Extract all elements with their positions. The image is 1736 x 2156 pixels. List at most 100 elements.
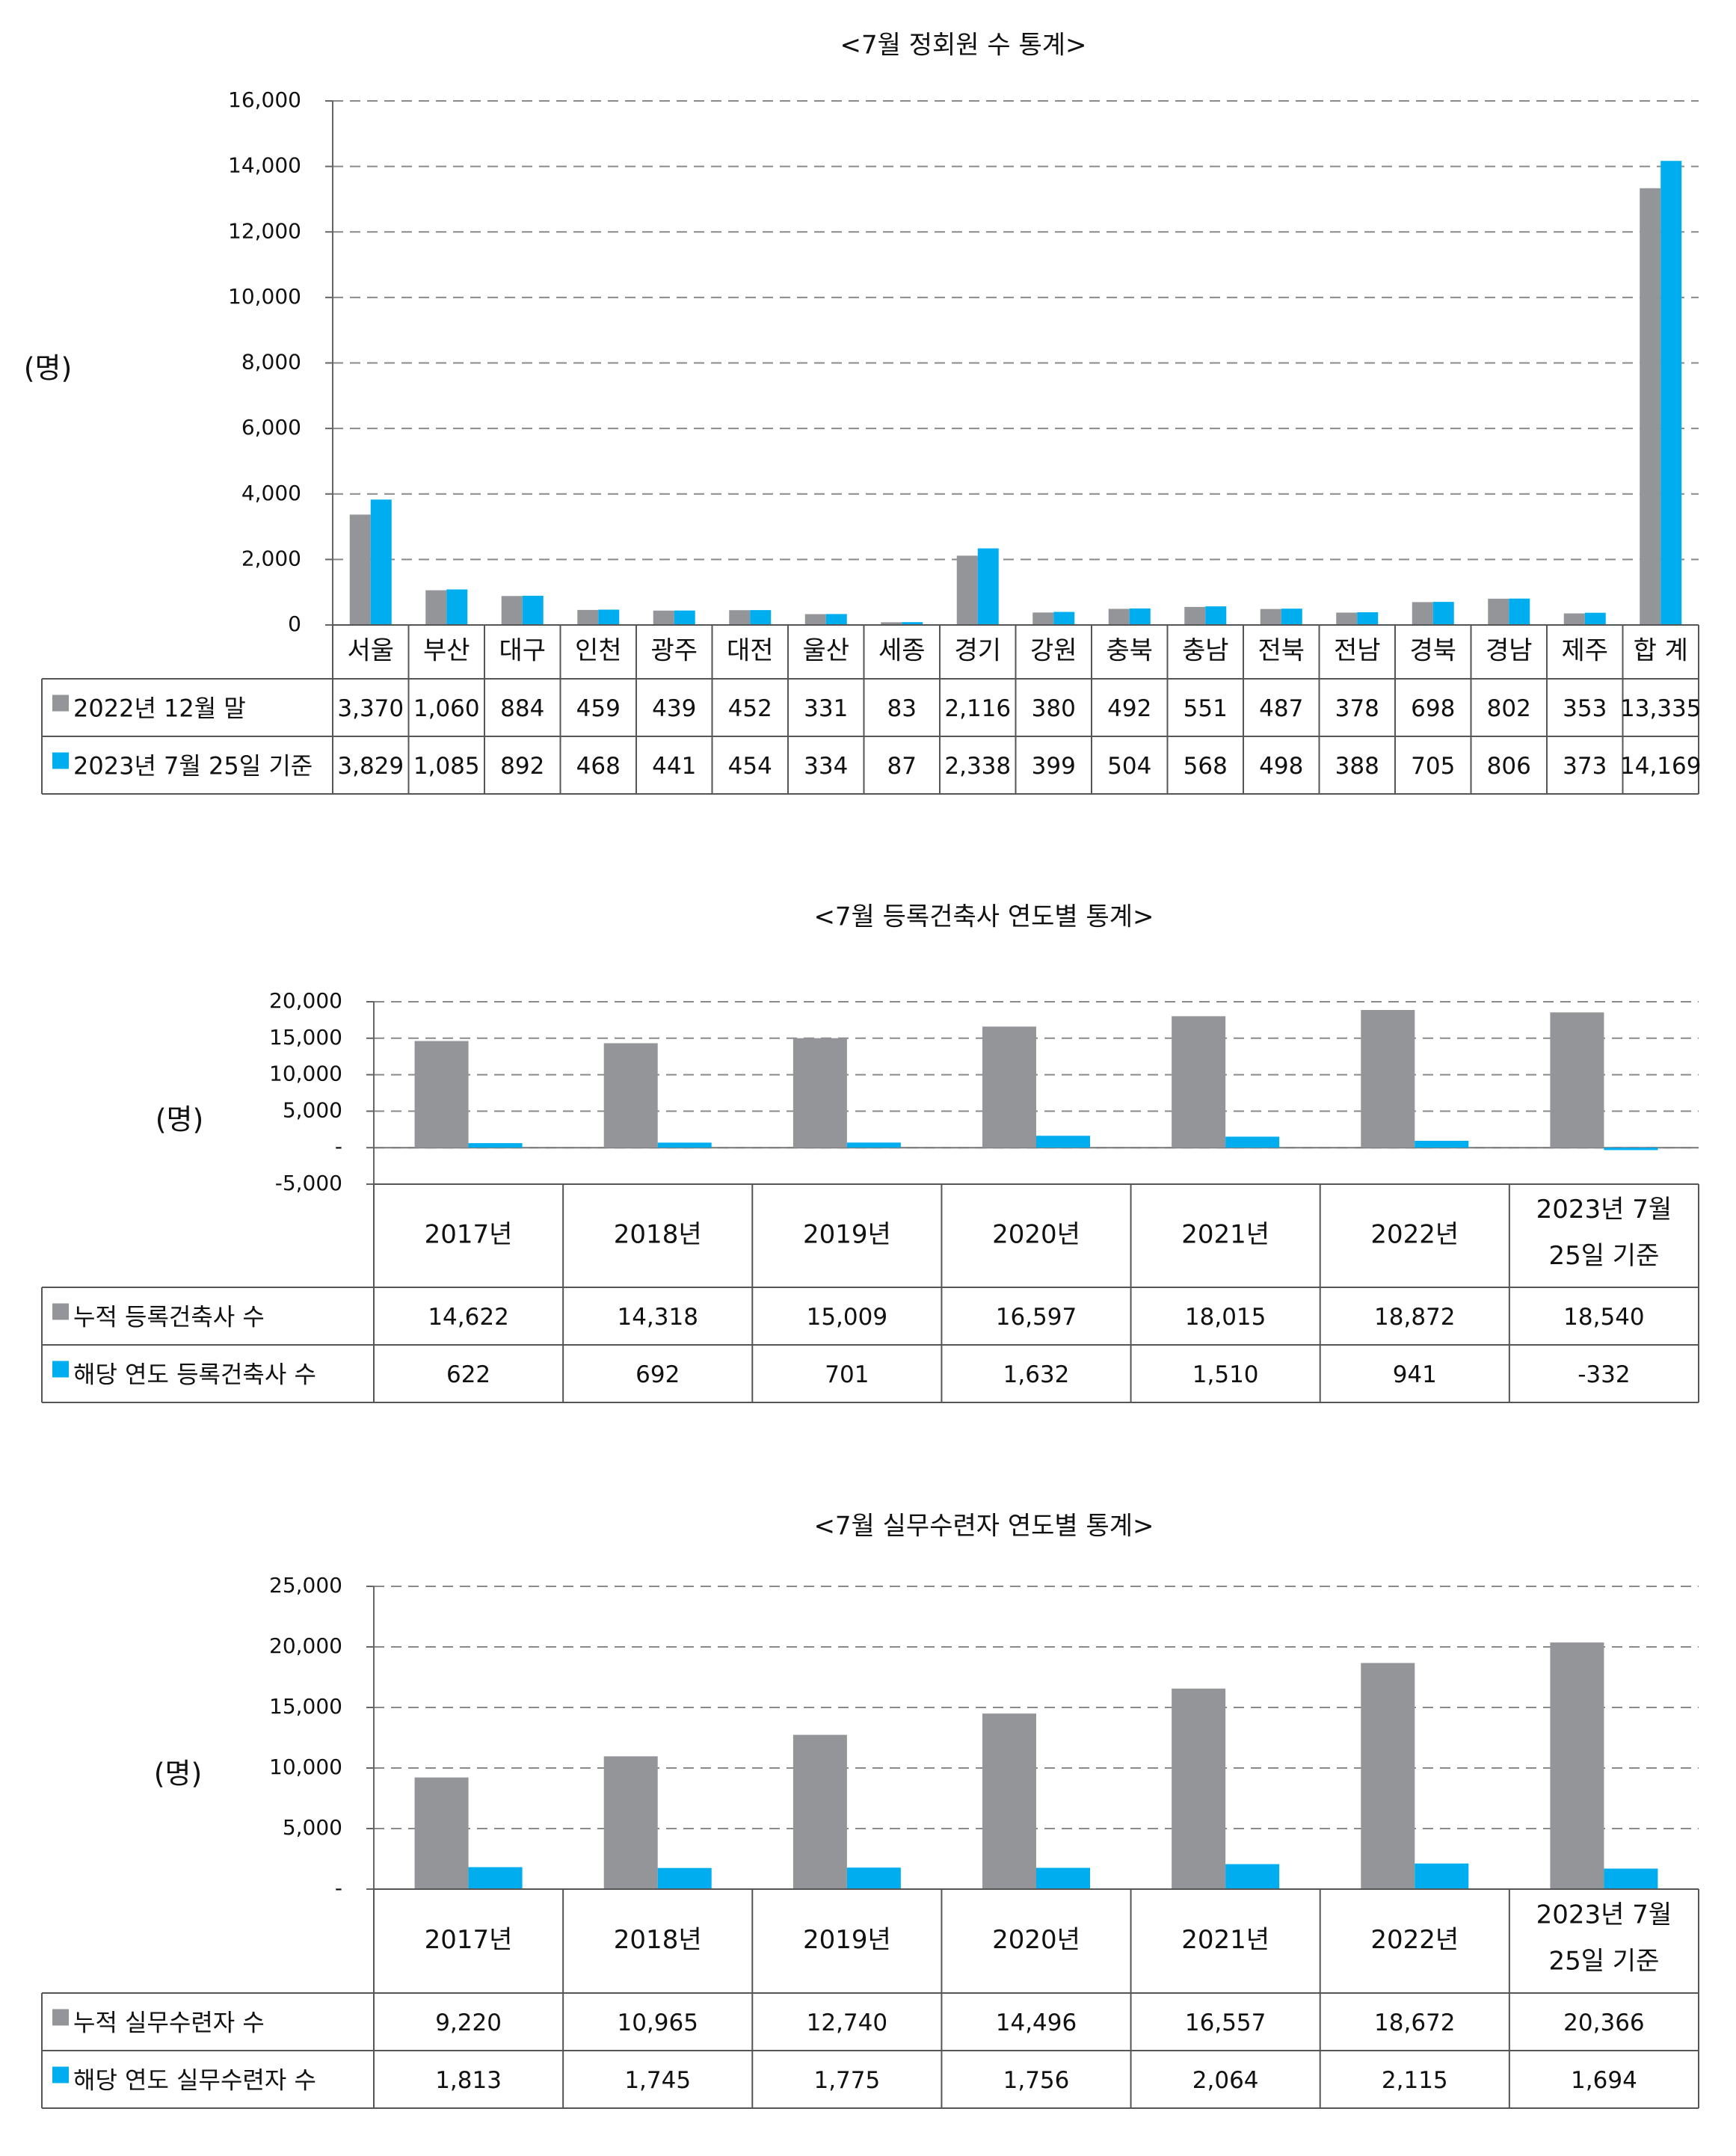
bar-gray bbox=[804, 614, 826, 625]
category-label: 제주 bbox=[1561, 636, 1608, 666]
series-name: 2023년 7월 25일 기준 bbox=[73, 752, 313, 780]
category-label: 광주 bbox=[650, 636, 698, 666]
bar-gray bbox=[1361, 1010, 1415, 1148]
data-value: 9,220 bbox=[435, 2009, 502, 2036]
data-value: 487 bbox=[1259, 695, 1303, 722]
data-value: 1,510 bbox=[1192, 1361, 1259, 1388]
bar-blue bbox=[522, 595, 544, 625]
data-value: 18,015 bbox=[1185, 1304, 1266, 1331]
data-value: 1,632 bbox=[1003, 1361, 1070, 1388]
y-tick-label: 5,000 bbox=[283, 1097, 342, 1122]
data-value: 498 bbox=[1259, 753, 1303, 780]
data-value: 10,965 bbox=[617, 2009, 698, 2036]
category-label: 부산 bbox=[423, 636, 470, 666]
series-name: 해당 연도 등록건축사 수 bbox=[73, 1361, 316, 1389]
data-value: 551 bbox=[1184, 695, 1228, 722]
y-axis-unit: (명) bbox=[24, 352, 73, 385]
data-value: 16,597 bbox=[996, 1304, 1077, 1331]
data-value: 83 bbox=[887, 695, 917, 722]
bar-gray bbox=[1563, 613, 1585, 625]
data-value: 1,060 bbox=[413, 695, 480, 722]
y-tick-label: 25,000 bbox=[269, 1573, 342, 1598]
bar-gray bbox=[1260, 609, 1281, 625]
bar-gray bbox=[603, 1043, 658, 1148]
data-value: 87 bbox=[887, 753, 917, 780]
data-value: 18,872 bbox=[1374, 1304, 1455, 1331]
bar-gray bbox=[414, 1777, 469, 1889]
category-label: 경북 bbox=[1409, 636, 1456, 666]
bar-gray bbox=[653, 610, 674, 625]
data-value: 2,115 bbox=[1382, 2067, 1448, 2094]
category-label: 2018년 bbox=[614, 1925, 702, 1955]
bar-gray bbox=[1184, 606, 1206, 625]
bar-blue bbox=[657, 1867, 712, 1889]
data-value: 373 bbox=[1563, 753, 1607, 780]
bar-blue bbox=[825, 614, 847, 625]
bar-blue bbox=[750, 610, 772, 625]
series-name: 2022년 12월 말 bbox=[73, 694, 246, 723]
bar-gray bbox=[1412, 602, 1433, 625]
data-value: 802 bbox=[1487, 695, 1531, 722]
data-value: 1,745 bbox=[624, 2067, 691, 2094]
data-value: 806 bbox=[1487, 753, 1531, 780]
bar-blue bbox=[657, 1142, 712, 1148]
y-tick-label: 2,000 bbox=[241, 546, 301, 570]
y-tick-label: 15,000 bbox=[269, 1694, 342, 1719]
data-value: 439 bbox=[652, 695, 696, 722]
series-name: 누적 등록건축사 수 bbox=[73, 1303, 265, 1331]
category-label: 2019년 bbox=[803, 1925, 891, 1955]
bar-gray bbox=[1550, 1012, 1604, 1148]
legend-swatch bbox=[52, 752, 69, 769]
bar-gray bbox=[1172, 1016, 1226, 1148]
y-tick-label: 15,000 bbox=[269, 1025, 342, 1050]
data-value: 16,557 bbox=[1185, 2009, 1266, 2036]
y-tick-label: - bbox=[335, 1876, 342, 1900]
chart-1: <7월 정회원 수 통계> (명) 16,000 14,000 12,000 10,000… bbox=[24, 31, 1701, 795]
chart-2: <7월 등록건축사 연도별 통계> (명) 20,000 15,000 10,000 5,… bbox=[41, 902, 1699, 1403]
data-value: 1,756 bbox=[1003, 2067, 1070, 2094]
bar-blue bbox=[1225, 1136, 1280, 1148]
bar-gray bbox=[982, 1026, 1036, 1148]
bar-blue bbox=[1604, 1148, 1658, 1151]
bar-blue bbox=[468, 1867, 523, 1889]
bar-blue bbox=[1415, 1141, 1469, 1148]
data-value: 14,169 bbox=[1620, 753, 1701, 780]
data-value: 698 bbox=[1411, 695, 1455, 722]
data-value: 2,064 bbox=[1192, 2067, 1259, 2094]
bar-gray bbox=[349, 514, 371, 625]
category-label: 경기 bbox=[954, 636, 1001, 666]
bar-blue bbox=[1357, 612, 1379, 625]
data-value: 3,829 bbox=[337, 753, 404, 780]
bar-blue bbox=[468, 1143, 523, 1148]
y-axis-unit: (명) bbox=[154, 1758, 203, 1790]
data-value: 941 bbox=[1393, 1361, 1437, 1388]
legend-swatch bbox=[52, 2009, 69, 2026]
series-name: 누적 실무수련자 수 bbox=[73, 2009, 265, 2037]
category-label: 인천 bbox=[575, 636, 622, 666]
y-axis-unit: (명) bbox=[156, 1103, 204, 1136]
category-label: 2019년 bbox=[803, 1220, 891, 1250]
y-tick-label: 6,000 bbox=[241, 415, 301, 440]
data-value: 452 bbox=[728, 695, 772, 722]
bar-gray bbox=[792, 1734, 847, 1889]
data-value: 18,540 bbox=[1563, 1304, 1644, 1331]
bar-gray bbox=[1172, 1688, 1226, 1889]
data-value: 12,740 bbox=[807, 2009, 887, 2036]
y-tick-label: 10,000 bbox=[269, 1755, 342, 1779]
data-value: 353 bbox=[1563, 695, 1607, 722]
y-tick-label: -5,000 bbox=[275, 1171, 342, 1195]
category-label: 세종 bbox=[878, 636, 926, 666]
data-value: 622 bbox=[446, 1361, 490, 1388]
y-tick-label: 4,000 bbox=[241, 481, 301, 505]
bar-blue bbox=[1509, 598, 1530, 625]
bar-blue bbox=[1225, 1864, 1280, 1889]
y-tick-label: - bbox=[335, 1134, 342, 1159]
data-value: 1,694 bbox=[1571, 2067, 1637, 2094]
category-label: 합 계 bbox=[1634, 636, 1688, 666]
category-label: 충북 bbox=[1106, 636, 1153, 666]
data-value: 2,116 bbox=[944, 695, 1011, 722]
data-value: 568 bbox=[1184, 753, 1228, 780]
category-label: 2021년 bbox=[1181, 1220, 1269, 1250]
bar-blue bbox=[674, 610, 695, 625]
bar-blue bbox=[977, 548, 999, 625]
